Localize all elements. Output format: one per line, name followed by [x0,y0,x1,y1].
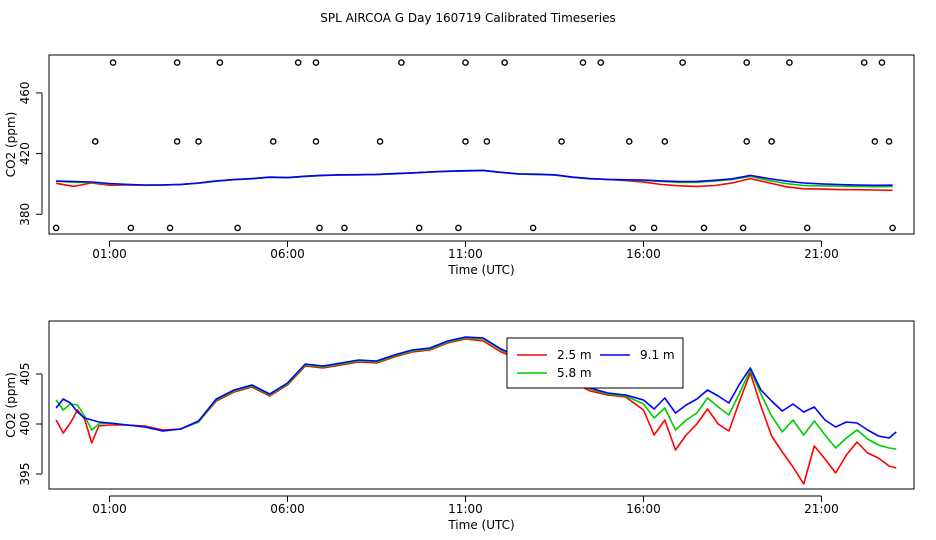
x-tick-label: 21:00 [804,502,839,516]
figure-title: SPL AIRCOA G Day 160719 Calibrated Times… [320,11,615,25]
flag-marker [415,224,423,232]
y-tick-label: 420 [18,142,32,165]
flag-marker [462,138,469,145]
x-tick-label: 06:00 [270,247,305,261]
flag-marker [312,138,320,145]
x-tick-label: 01:00 [92,247,127,261]
flag-marker [109,59,117,66]
y-axis-label: CO2 (ppm) [4,112,18,178]
y-axis-label: CO2 (ppm) [4,372,18,438]
legend-label: 5.8 m [557,366,592,380]
flag-marker [650,224,658,232]
plot-frame [48,54,915,235]
flag-marker [661,138,669,145]
x-tick-label: 01:00 [92,502,127,516]
flag-marker [679,59,686,66]
x-axis-label: Time (UTC) [447,263,514,277]
flag-marker [462,59,469,66]
flag-marker [294,59,302,66]
x-tick-label: 11:00 [448,247,483,261]
series-line-9-1-m [56,169,893,187]
flag-marker [341,224,348,232]
flag-marker [166,224,174,232]
flag-marker [768,138,775,145]
flag-marker [878,59,886,66]
flag-marker [579,59,587,66]
flag-marker [739,224,747,232]
series-line-9-1-m [55,336,897,439]
flag-marker [786,59,793,66]
flag-marker [597,59,605,66]
flag-marker [803,224,811,232]
flag-marker [312,59,320,66]
flag-marker [216,59,224,66]
legend-label: 2.5 m [557,348,592,362]
flag-marker [52,224,60,232]
x-tick-label: 06:00 [270,502,305,516]
y-tick-label: 405 [18,363,32,386]
flag-marker [483,138,491,145]
flag-marker [455,224,462,232]
flag-marker [743,59,750,66]
legend-label: 9.1 m [640,348,675,362]
flag-marker [195,138,202,145]
plot-frame [48,320,915,490]
y-tick-label: 380 [18,203,32,226]
flag-marker [398,59,405,66]
flag-marker [625,138,633,145]
flag-marker [316,224,323,232]
flag-marker [871,138,879,145]
x-tick-label: 16:00 [626,502,661,516]
flag-marker [743,138,750,145]
flag-marker [91,138,99,145]
x-tick-label: 16:00 [626,247,661,261]
flag-marker [234,224,241,232]
y-tick-label: 460 [18,81,32,104]
x-axis-label: Time (UTC) [447,518,514,532]
flag-marker [501,59,508,66]
flag-marker [269,138,277,145]
flag-marker [860,59,868,66]
x-tick-label: 11:00 [448,502,483,516]
y-tick-label: 400 [18,413,32,436]
flag-marker [376,138,384,145]
flag-marker [529,224,537,232]
legend-box [506,337,684,389]
flag-marker [885,138,893,145]
flag-marker [173,138,181,145]
flag-marker [558,138,565,145]
x-tick-label: 21:00 [804,247,839,261]
chart-panel-1: 01:00 06:00 11:00 16:00 21:00 Time (UTC) 380 42… [4,54,915,277]
flag-marker [629,224,637,232]
flag-marker [127,224,135,232]
y-tick-label: 395 [18,463,32,486]
flag-marker [889,224,896,232]
chart-panel-2: 01:00 06:00 11:00 16:00 21:00 Time (UTC) 395 40… [4,320,915,532]
flag-marker [700,224,708,232]
flag-marker [173,59,181,66]
